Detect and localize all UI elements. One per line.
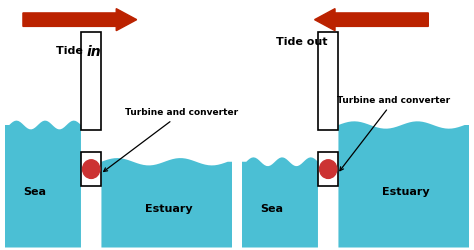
Polygon shape [338,121,469,248]
Text: in: in [87,44,101,59]
Polygon shape [5,120,81,248]
Text: Sea: Sea [260,204,283,214]
Text: Sea: Sea [23,188,46,198]
Bar [318,32,338,130]
Polygon shape [101,158,232,248]
Bar [318,152,338,186]
Text: Estuary: Estuary [382,188,429,198]
Text: Tide: Tide [56,46,87,56]
FancyArrow shape [23,8,137,31]
Bar [81,152,101,186]
Circle shape [82,160,100,178]
Text: Estuary: Estuary [145,204,192,214]
Circle shape [319,160,337,178]
Text: Turbine and converter: Turbine and converter [104,108,238,172]
Bar [81,32,101,130]
Text: Turbine and converter: Turbine and converter [337,96,450,171]
Text: Tide out: Tide out [276,37,328,47]
FancyArrow shape [315,8,428,31]
Polygon shape [242,157,318,248]
